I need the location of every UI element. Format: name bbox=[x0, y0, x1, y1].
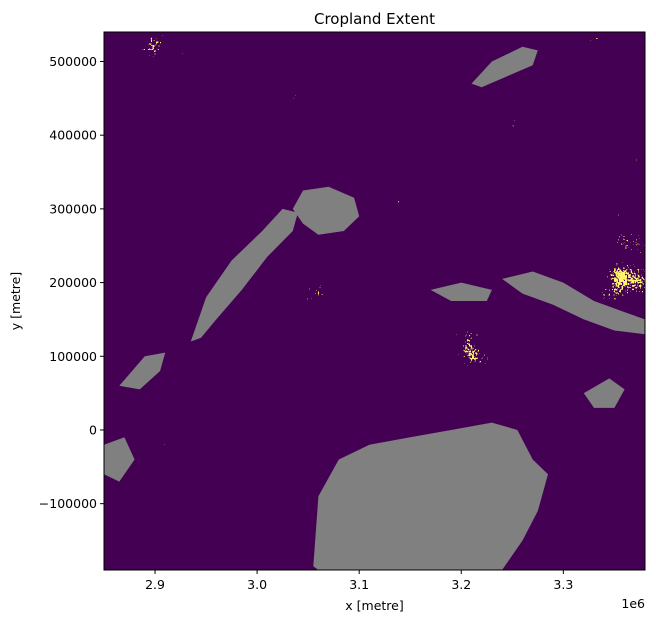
lake-kyoga-east bbox=[502, 271, 645, 335]
plot-frame bbox=[103, 31, 646, 571]
y-tick-label: 500000 bbox=[49, 54, 97, 69]
chart-title: Cropland Extent bbox=[314, 10, 435, 28]
y-tick-label: 0 bbox=[89, 422, 97, 437]
y-axis-label: y [metre] bbox=[8, 272, 23, 330]
x-tick-label: 3.2 bbox=[451, 577, 471, 592]
y-tick-label: 200000 bbox=[49, 275, 97, 290]
x-tick-label: 3.0 bbox=[247, 577, 267, 592]
x-offset-label: 1e6 bbox=[621, 596, 645, 611]
lake-albert bbox=[190, 208, 298, 342]
x-tick-label: 3.3 bbox=[553, 577, 573, 592]
x-axis-ticks: 2.9 3.0 3.1 3.2 3.3 bbox=[145, 570, 573, 592]
lake-george bbox=[119, 352, 166, 390]
x-axis-label: x [metre] bbox=[345, 598, 403, 613]
lake-edward bbox=[104, 437, 135, 482]
y-tick-label: −100000 bbox=[39, 496, 97, 511]
lake-victoria bbox=[313, 422, 548, 570]
y-tick-label: 300000 bbox=[49, 201, 97, 216]
x-tick-label: 3.1 bbox=[349, 577, 369, 592]
lake-kyoga-west bbox=[292, 186, 360, 235]
east-lakes bbox=[583, 378, 625, 408]
lake-salisbury bbox=[430, 282, 492, 301]
northeast-lake bbox=[471, 46, 538, 88]
y-axis-ticks: 500000 400000 300000 200000 100000 0 −100000 bbox=[39, 54, 104, 511]
y-tick-label: 400000 bbox=[49, 128, 97, 143]
y-tick-label: 100000 bbox=[49, 349, 97, 364]
x-tick-label: 2.9 bbox=[145, 577, 165, 592]
water-bodies bbox=[104, 46, 645, 570]
raster-area bbox=[104, 32, 645, 570]
